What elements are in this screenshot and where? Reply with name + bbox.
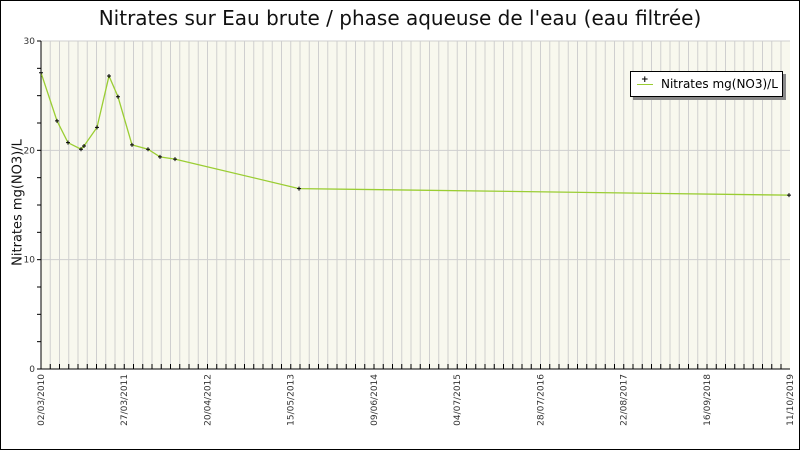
svg-text:20/04/2012: 20/04/2012 [203,374,213,426]
legend-marker-icon [637,75,653,88]
svg-text:30: 30 [24,37,36,47]
chart-title: Nitrates sur Eau brute / phase aqueuse d… [98,6,702,30]
svg-text:09/06/2014: 09/06/2014 [370,374,380,426]
svg-text:10: 10 [24,256,36,266]
svg-text:20: 20 [24,146,36,156]
svg-text:27/03/2011: 27/03/2011 [120,374,130,426]
svg-text:22/08/2017: 22/08/2017 [620,374,630,426]
svg-text:04/07/2015: 04/07/2015 [453,374,463,426]
svg-text:11/10/2019: 11/10/2019 [786,374,796,426]
svg-text:02/03/2010: 02/03/2010 [37,374,47,426]
svg-text:15/05/2013: 15/05/2013 [287,374,297,426]
svg-text:0: 0 [29,365,35,375]
svg-text:16/09/2018: 16/09/2018 [703,374,713,426]
legend-label: Nitrates mg(NO3)/L [661,77,778,91]
legend: Nitrates mg(NO3)/L [630,71,783,97]
svg-text:28/07/2016: 28/07/2016 [536,374,546,426]
